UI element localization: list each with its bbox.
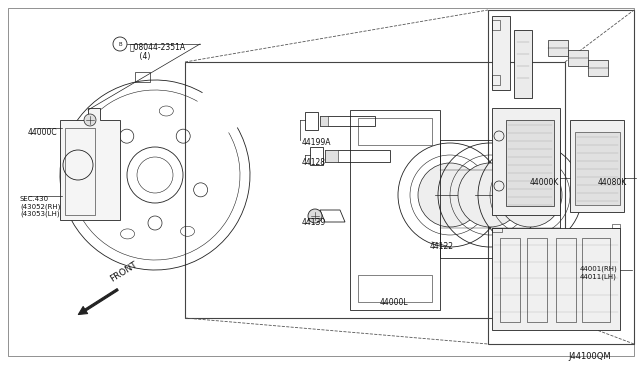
Circle shape — [308, 209, 322, 223]
Bar — [506, 120, 554, 206]
Bar — [350, 110, 440, 310]
Bar — [568, 50, 588, 66]
Text: 44122: 44122 — [430, 242, 454, 251]
Text: 44139: 44139 — [302, 218, 326, 227]
Text: 44199A: 44199A — [302, 138, 332, 147]
Polygon shape — [492, 16, 510, 90]
Text: 44080K: 44080K — [598, 178, 627, 187]
Bar — [440, 140, 560, 258]
Bar — [185, 62, 565, 318]
Text: 44000K: 44000K — [530, 178, 559, 187]
Bar — [492, 75, 500, 85]
Text: SEC.430
(43052(RH)
(43053(LH): SEC.430 (43052(RH) (43053(LH) — [20, 196, 60, 217]
Bar — [527, 238, 547, 322]
Bar — [65, 128, 95, 215]
Text: 44128: 44128 — [302, 158, 326, 167]
Bar — [575, 132, 620, 205]
Text: FRONT: FRONT — [108, 260, 139, 283]
Bar — [325, 150, 390, 162]
Circle shape — [418, 163, 482, 227]
Circle shape — [498, 163, 562, 227]
FancyArrowPatch shape — [78, 289, 118, 314]
Bar — [588, 60, 608, 76]
Polygon shape — [492, 228, 620, 330]
Bar — [492, 20, 500, 30]
Bar — [556, 238, 576, 322]
Bar — [500, 238, 520, 322]
Bar — [325, 150, 338, 162]
Text: B: B — [118, 42, 122, 46]
Text: Ⓑ08044-2351A
    (4): Ⓑ08044-2351A (4) — [130, 42, 186, 61]
Text: 44000L: 44000L — [380, 298, 408, 307]
Polygon shape — [60, 108, 120, 220]
Polygon shape — [570, 120, 624, 212]
Text: J44100QM: J44100QM — [568, 352, 611, 361]
Polygon shape — [514, 30, 532, 98]
Text: 44000C: 44000C — [28, 128, 58, 137]
Bar — [320, 116, 375, 126]
Bar — [358, 118, 432, 145]
Bar — [582, 238, 610, 322]
Polygon shape — [492, 108, 560, 215]
Circle shape — [84, 114, 96, 126]
Bar — [488, 10, 634, 344]
Text: 44001(RH)
44011(LH): 44001(RH) 44011(LH) — [580, 266, 618, 280]
Bar — [358, 275, 432, 302]
Circle shape — [458, 163, 522, 227]
Bar — [548, 40, 568, 56]
Bar — [320, 116, 328, 126]
